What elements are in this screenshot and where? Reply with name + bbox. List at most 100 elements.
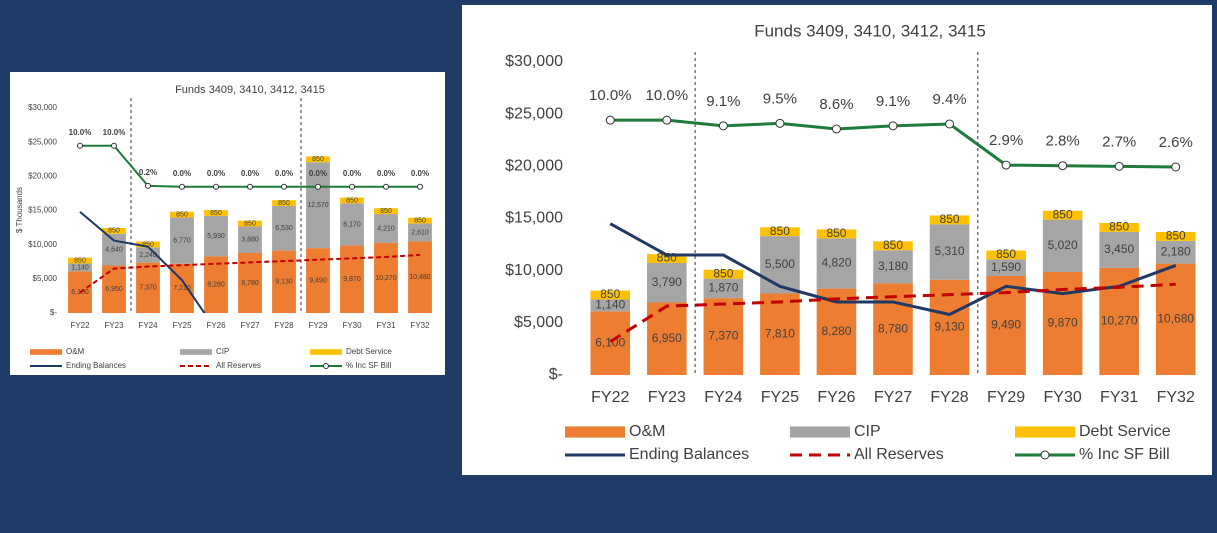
bar-segment bbox=[340, 203, 364, 246]
line-series bbox=[609, 222, 1177, 317]
bar-label: 7,370 bbox=[708, 329, 738, 343]
bar-label: 3,450 bbox=[1104, 242, 1134, 256]
bar-segment bbox=[170, 217, 194, 264]
legend-label: All Reserves bbox=[216, 361, 261, 370]
x-tick-label: FY28 bbox=[274, 321, 294, 330]
line-marker bbox=[1171, 162, 1181, 172]
legend-label: O&M bbox=[629, 423, 665, 440]
bar-label: 4,640 bbox=[105, 246, 123, 253]
bar-label: 850 bbox=[244, 220, 256, 227]
legend-label: Ending Balances bbox=[66, 361, 126, 370]
bar-segment bbox=[272, 200, 296, 206]
legend-marker bbox=[323, 363, 329, 369]
chart-title: Funds 3409, 3410, 3412, 3415 bbox=[754, 21, 986, 40]
legend-label: O&M bbox=[66, 347, 85, 356]
line-marker bbox=[1001, 160, 1011, 170]
bar-segment bbox=[590, 311, 631, 375]
legend-label: CIP bbox=[216, 347, 229, 356]
bar-segment bbox=[873, 283, 913, 375]
line-marker bbox=[718, 121, 728, 131]
bar-segment bbox=[760, 227, 800, 237]
y-tick-label: $30,000 bbox=[505, 53, 563, 70]
x-tick-label: FY24 bbox=[704, 389, 742, 406]
bar-label: 2,240 bbox=[139, 252, 157, 259]
bar-segment bbox=[703, 278, 744, 299]
bar-segment bbox=[136, 247, 160, 263]
bar-label: 12,570 bbox=[307, 202, 329, 209]
line-label: 0.0% bbox=[309, 169, 327, 178]
legend-label: Debt Service bbox=[346, 347, 392, 356]
x-tick-label: FY30 bbox=[1044, 389, 1082, 406]
bar-segment bbox=[929, 224, 970, 280]
bar-label: 4,210 bbox=[377, 225, 395, 232]
bar-segment bbox=[340, 197, 364, 204]
y-tick-label: $5,000 bbox=[33, 274, 58, 283]
bar-segment bbox=[816, 229, 857, 239]
y-tick-label: $20,000 bbox=[28, 171, 57, 180]
bar-label: 5,500 bbox=[765, 257, 795, 271]
line-label: 10.0% bbox=[103, 128, 126, 137]
bar-segment bbox=[306, 248, 330, 313]
bar-label: 9,130 bbox=[935, 320, 965, 334]
x-tick-label: FY22 bbox=[70, 321, 90, 330]
y-tick-label: $5,000 bbox=[514, 314, 563, 331]
line-marker bbox=[349, 183, 355, 190]
bar-label: 6,530 bbox=[275, 225, 293, 232]
bar-label: 850 bbox=[996, 247, 1016, 261]
legend-swatch bbox=[310, 349, 342, 355]
x-tick-label: FY31 bbox=[376, 321, 396, 330]
line-marker bbox=[179, 183, 185, 190]
x-tick-label: FY23 bbox=[648, 389, 686, 406]
bar-label: 850 bbox=[74, 257, 86, 264]
bar-label: 1,140 bbox=[71, 264, 89, 271]
bar-segment bbox=[1099, 222, 1139, 232]
bar-label: 10,270 bbox=[1101, 314, 1138, 328]
x-tick-label: FY25 bbox=[172, 321, 192, 330]
bar-segment bbox=[374, 208, 398, 215]
line-label: 9.4% bbox=[932, 91, 966, 108]
legend-label: Ending Balances bbox=[629, 446, 749, 463]
bar-label: 850 bbox=[142, 241, 154, 248]
x-tick-label: FY23 bbox=[104, 321, 124, 330]
bar-segment bbox=[816, 238, 857, 289]
bar-segment bbox=[929, 215, 970, 225]
bar-segment bbox=[340, 245, 364, 313]
bar-label: 8,280 bbox=[821, 324, 851, 338]
y-tick-label: $30,000 bbox=[28, 103, 57, 112]
bar-label: 10,480 bbox=[409, 274, 431, 281]
bar-label: 1,140 bbox=[595, 298, 625, 312]
bar-segment bbox=[68, 257, 92, 264]
bar-segment bbox=[170, 263, 194, 313]
line-label: 9.5% bbox=[763, 90, 797, 107]
legend-swatch bbox=[790, 426, 850, 438]
line-label: 0.0% bbox=[411, 169, 429, 178]
legend-label: CIP bbox=[854, 423, 881, 440]
chart-title: Funds 3409, 3410, 3412, 3415 bbox=[175, 84, 325, 96]
x-tick-label: FY24 bbox=[138, 321, 158, 330]
bar-segment bbox=[238, 226, 262, 254]
bar-segment bbox=[873, 241, 913, 251]
bar-label: 6,170 bbox=[343, 221, 361, 228]
legend-swatch bbox=[1015, 426, 1075, 438]
x-tick-label: FY25 bbox=[761, 389, 799, 406]
bar-segment bbox=[1042, 219, 1083, 273]
bar-label: 7,370 bbox=[139, 285, 157, 292]
bar-label: 850 bbox=[176, 211, 188, 218]
line-series bbox=[79, 211, 206, 313]
bar-segment bbox=[204, 215, 228, 257]
y-tick-label: $20,000 bbox=[505, 158, 563, 175]
bar-label: 8,280 bbox=[207, 282, 225, 289]
bar-label: 6,100 bbox=[595, 335, 625, 349]
x-tick-label: FY32 bbox=[410, 321, 430, 330]
x-tick-label: FY29 bbox=[987, 389, 1025, 406]
bar-segment bbox=[873, 250, 913, 284]
bar-label: 850 bbox=[414, 217, 426, 224]
x-tick-label: FY26 bbox=[206, 321, 226, 330]
bar-segment bbox=[170, 211, 194, 218]
bar-label: 10,270 bbox=[375, 275, 397, 282]
bar-label: 2,180 bbox=[1161, 244, 1191, 258]
bar-label: 6,950 bbox=[105, 286, 123, 293]
line-label: 0.0% bbox=[343, 169, 361, 178]
legend-marker bbox=[1040, 450, 1050, 460]
